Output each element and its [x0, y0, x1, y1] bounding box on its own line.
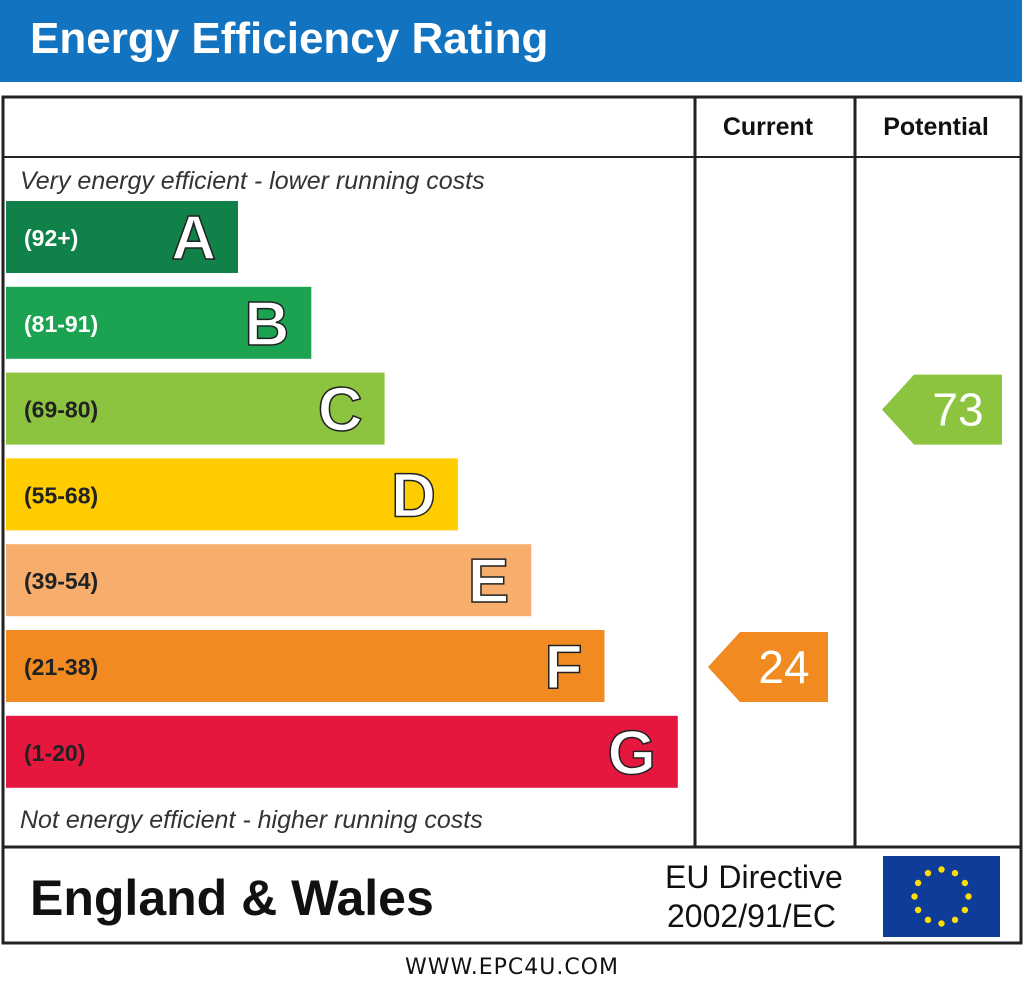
band-range-d: (55-68): [24, 482, 98, 508]
band-range-a: (92+): [24, 225, 78, 251]
band-range-b: (81-91): [24, 311, 98, 337]
band-range-f: (21-38): [24, 654, 98, 680]
band-bar-d: [6, 458, 458, 531]
flag-star: [961, 879, 969, 887]
flag-star: [938, 866, 945, 873]
current-rating-indicator: 24: [708, 632, 828, 702]
bottom-caption: Not energy efficient - higher running co…: [20, 806, 483, 834]
potential-column-header: Potential: [883, 113, 989, 141]
band-g: (1-20) G: [6, 715, 678, 789]
band-bar-g: [6, 715, 678, 788]
directive-line-2: 2002/91/EC: [667, 898, 836, 934]
top-caption: Very energy efficient - lower running co…: [20, 167, 485, 195]
page-title: Energy Efficiency Rating: [30, 14, 549, 63]
band-bar-f: [6, 630, 605, 702]
band-letter-f: F: [545, 633, 583, 702]
rating-bands: (92+) A (81-91) B (69-80) C (55-68) D (39-54) E (2…: [6, 201, 678, 789]
flag-star: [914, 906, 922, 914]
band-letter-a: A: [171, 204, 216, 273]
flag-star: [951, 916, 959, 924]
current-column-header: Current: [723, 113, 814, 141]
band-bar-b: [6, 286, 312, 359]
region-label: England & Wales: [30, 870, 434, 926]
current-rating-value: 24: [758, 641, 809, 693]
band-range-c: (69-80): [24, 397, 98, 423]
directive-line-1: EU Directive: [665, 859, 843, 895]
potential-rating-value: 73: [932, 384, 983, 436]
potential-rating-arrow: [882, 374, 1002, 445]
flag-star: [914, 879, 922, 887]
flag-star: [938, 920, 945, 927]
band-e: (39-54) E: [6, 544, 532, 617]
flag-star: [924, 869, 932, 877]
flag-star: [961, 906, 969, 914]
band-letter-g: G: [608, 719, 656, 788]
flag-star: [924, 916, 932, 924]
chart-frame: [1, 95, 1023, 945]
band-f: (21-38) F: [6, 630, 605, 703]
band-letter-c: C: [318, 376, 363, 445]
flag-star: [965, 893, 972, 900]
band-range-g: (1-20): [24, 740, 85, 766]
band-c: (69-80) C: [6, 372, 385, 445]
flag-star: [951, 869, 959, 877]
eu-flag-icon: [883, 856, 1000, 937]
rating-indicators: 24 73: [708, 374, 1002, 702]
band-letter-e: E: [468, 547, 509, 616]
flag-star: [911, 893, 918, 900]
band-range-e: (39-54): [24, 568, 98, 594]
current-rating-arrow: [708, 632, 828, 702]
header-bar: Energy Efficiency Rating: [0, 0, 1022, 82]
band-letter-d: D: [391, 461, 436, 530]
band-b: (81-91) B: [6, 286, 312, 360]
band-bar-c: [6, 372, 385, 445]
band-bar-e: [6, 544, 532, 617]
band-letter-b: B: [245, 290, 290, 359]
potential-rating-indicator: 73: [882, 374, 1002, 445]
footer-url: WWW.EPC4U.COM: [404, 955, 619, 980]
band-d: (55-68) D: [6, 458, 458, 531]
band-bar-a: [6, 201, 238, 273]
band-a: (92+) A: [6, 201, 238, 274]
